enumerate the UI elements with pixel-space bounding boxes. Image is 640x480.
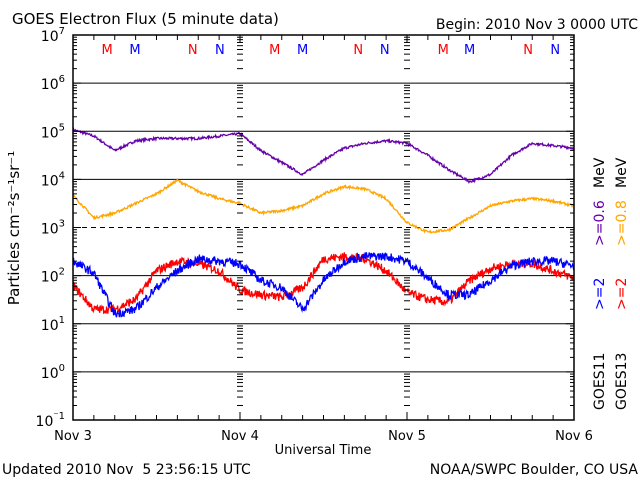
series-line-goes13-2-mev (72, 252, 575, 315)
legend-entry: >=2 (614, 278, 630, 310)
legend: GOES11 >=2 >=0.6 MeV GOES13 >=2 >=0.8 MeV (592, 157, 630, 410)
legend-entry: >=2 (592, 278, 608, 310)
y-tick-label: 10⁻1 (36, 411, 65, 430)
x-axis-label: Universal Time (275, 443, 372, 458)
x-tick-label: Nov 5 (388, 429, 426, 444)
x-tick-label: Nov 4 (221, 429, 259, 444)
credit-label: NOAA/SWPC Boulder, CO USA (430, 462, 639, 478)
legend-unit: MeV (614, 157, 630, 188)
y-axis-label: Particles cm⁻²s⁻¹sr⁻¹ (5, 151, 23, 305)
mn-marker: N (380, 43, 390, 58)
series-line-goes11-2-mev (72, 251, 575, 318)
y-tick-label: 106 (41, 74, 65, 93)
legend-satellite: GOES13 (614, 353, 630, 410)
mn-marker: M (269, 43, 280, 58)
chart-title: GOES Electron Flux (5 minute data) (12, 10, 279, 28)
legend-unit: MeV (592, 157, 608, 188)
legend-satellite: GOES11 (592, 353, 608, 410)
x-tick-label: Nov 6 (555, 429, 593, 444)
mn-marker: N (523, 43, 533, 58)
series-line-goes11-0-6-mev (72, 126, 575, 184)
y-tick-label: 107 (41, 26, 65, 45)
y-tick-label: 102 (41, 267, 65, 286)
mn-marker: M (129, 43, 140, 58)
y-tick-label: 100 (41, 363, 65, 382)
mn-marker: N (215, 43, 225, 58)
mn-marker: M (297, 43, 308, 58)
begin-label: Begin: 2010 Nov 3 0000 UTC (436, 17, 638, 33)
mn-marker: N (188, 43, 198, 58)
y-tick-label: 103 (41, 219, 65, 238)
series-line-goes13-0-8-mev (73, 177, 575, 234)
mn-marker: M (464, 43, 475, 58)
legend-entry: >=0.6 (592, 200, 608, 246)
updated-label: Updated 2010 Nov 5 23:56:15 UTC (2, 462, 251, 478)
mn-marker: N (353, 43, 363, 58)
grid (73, 82, 574, 373)
series-group (72, 126, 575, 318)
mn-marker: N (550, 43, 560, 58)
mn-marker: M (438, 43, 449, 58)
y-tick-label: 104 (41, 170, 65, 189)
y-tick-label: 101 (41, 315, 65, 334)
y-tick-label: 105 (41, 122, 65, 141)
x-tick-label: Nov 3 (54, 429, 92, 444)
mn-marker: M (101, 43, 112, 58)
legend-entry: >=0.8 (614, 200, 630, 246)
